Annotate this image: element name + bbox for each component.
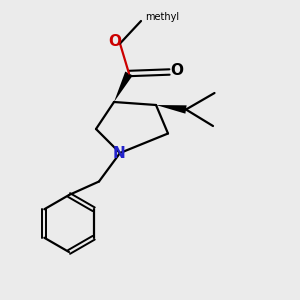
- Text: methyl: methyl: [146, 11, 180, 22]
- Polygon shape: [156, 105, 187, 114]
- Text: O: O: [108, 34, 121, 50]
- Polygon shape: [114, 71, 133, 102]
- Text: O: O: [170, 63, 184, 78]
- Text: N: N: [112, 146, 125, 160]
